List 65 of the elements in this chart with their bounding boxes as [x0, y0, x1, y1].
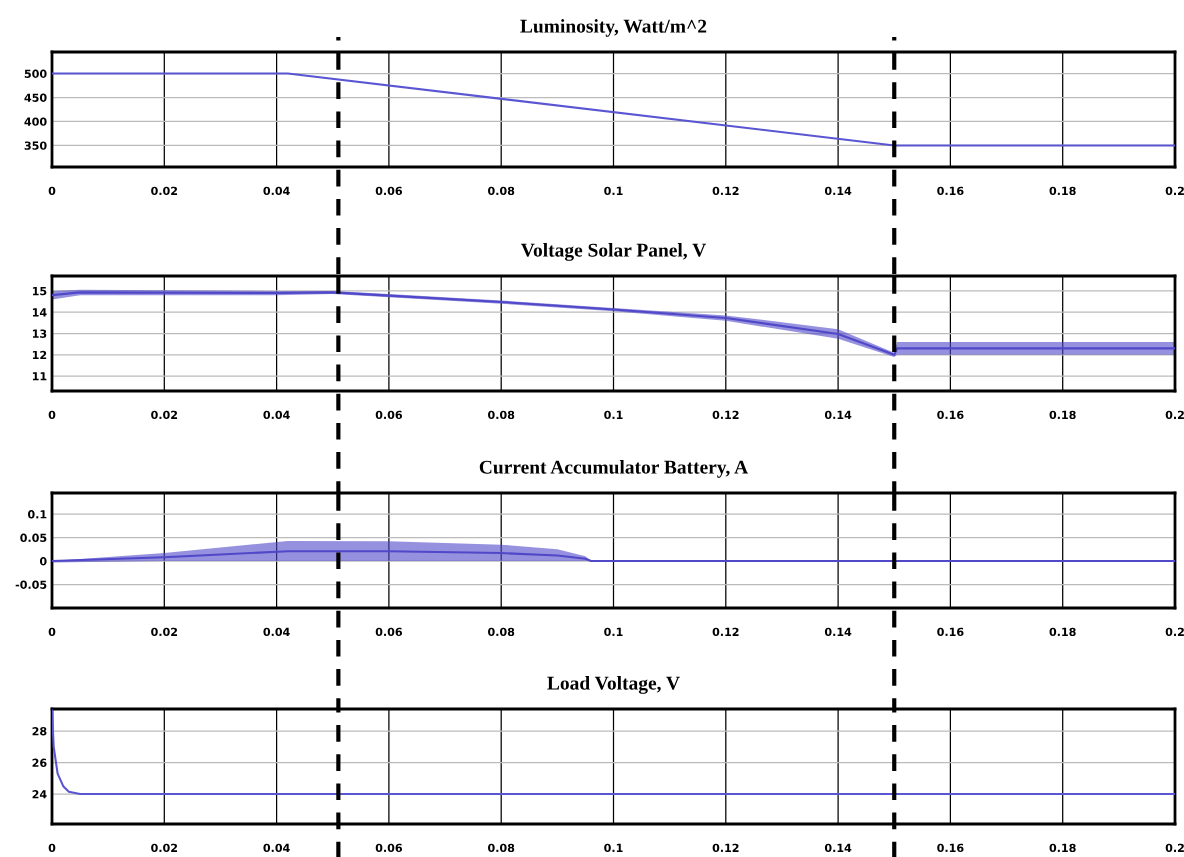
y-tick-label: 13 — [32, 329, 47, 338]
x-tick-label: 0.04 — [263, 410, 290, 420]
y-tick-label: 12 — [32, 350, 47, 360]
x-tick-label: 0.18 — [1049, 410, 1076, 420]
y-tick-label: 11 — [32, 372, 47, 381]
x-tick-label: 0.2 — [1165, 186, 1184, 196]
x-tick-label: 0.14 — [824, 186, 852, 196]
x-tick-label: 0.06 — [375, 627, 403, 637]
x-tick-label: 0.16 — [937, 410, 964, 420]
x-tick-label: 0.08 — [488, 410, 515, 420]
y-tick-label: 15 — [32, 287, 47, 296]
x-tick-label: 0.06 — [375, 410, 403, 420]
line-series — [52, 550, 1175, 563]
x-tick-label: 0.2 — [1165, 843, 1184, 853]
x-tick-label: 0 — [48, 627, 56, 637]
y-tick-label: 500 — [24, 69, 47, 78]
y-tick-label: 24 — [32, 790, 47, 799]
x-tick-label: 0.12 — [712, 186, 739, 196]
x-tick-label: 0.08 — [488, 186, 515, 196]
x-tick-label: 0.18 — [1049, 843, 1076, 853]
x-tick-label: 0.08 — [488, 843, 515, 853]
x-tick-label: 0.12 — [712, 410, 739, 420]
y-tick-label: 0.05 — [20, 533, 47, 542]
x-tick-label: 0.06 — [375, 186, 403, 196]
x-tick-label: 0.1 — [604, 843, 623, 853]
x-tick-label: 0.18 — [1049, 186, 1076, 196]
y-tick-label: -0.05 — [15, 580, 47, 589]
x-tick-label: 0.04 — [263, 843, 290, 853]
x-tick-label: 0.18 — [1049, 627, 1076, 637]
chart-title: Load Voltage, V — [547, 676, 680, 694]
x-tick-label: 0.14 — [824, 410, 852, 420]
x-tick-label: 0.1 — [604, 410, 623, 420]
chart-title: Current Accumulator Battery, A — [479, 460, 749, 478]
x-tick-label: 0.12 — [712, 627, 739, 637]
y-tick-label: 0.1 — [27, 510, 47, 519]
x-tick-label: 0.04 — [263, 186, 290, 196]
y-tick-label: 350 — [24, 141, 47, 150]
x-tick-label: 0.02 — [151, 410, 178, 420]
x-tick-label: 0.08 — [488, 627, 515, 637]
y-tick-label: 28 — [32, 727, 47, 736]
y-tick-label: 0 — [39, 557, 47, 566]
y-tick-label: 14 — [32, 308, 47, 317]
chart-title: Voltage Solar Panel, V — [520, 243, 707, 261]
x-tick-label: 0.16 — [937, 627, 964, 637]
x-tick-label: 0.1 — [604, 186, 623, 196]
x-tick-label: 0.2 — [1165, 410, 1184, 420]
x-tick-label: 0.14 — [824, 627, 852, 637]
x-tick-label: 0.02 — [151, 627, 178, 637]
x-tick-label: 0.02 — [151, 186, 178, 196]
x-tick-label: 0.02 — [151, 843, 178, 853]
x-tick-label: 0.1 — [604, 627, 623, 637]
x-tick-label: 0.14 — [824, 843, 852, 853]
x-tick-label: 0 — [48, 186, 56, 196]
y-tick-label: 26 — [32, 758, 47, 767]
chart-title: Luminosity, Watt/m^2 — [520, 19, 707, 37]
x-tick-label: 0.06 — [375, 843, 403, 853]
x-tick-label: 0.16 — [937, 843, 964, 853]
x-tick-label: 0.04 — [263, 627, 290, 637]
x-tick-label: 0 — [48, 843, 56, 853]
x-tick-label: 0.16 — [937, 186, 964, 196]
x-tick-label: 0.12 — [712, 843, 739, 853]
y-tick-label: 450 — [24, 93, 47, 102]
x-tick-label: 0.2 — [1165, 627, 1184, 637]
y-tick-label: 400 — [24, 117, 47, 126]
x-tick-label: 0 — [48, 410, 56, 420]
